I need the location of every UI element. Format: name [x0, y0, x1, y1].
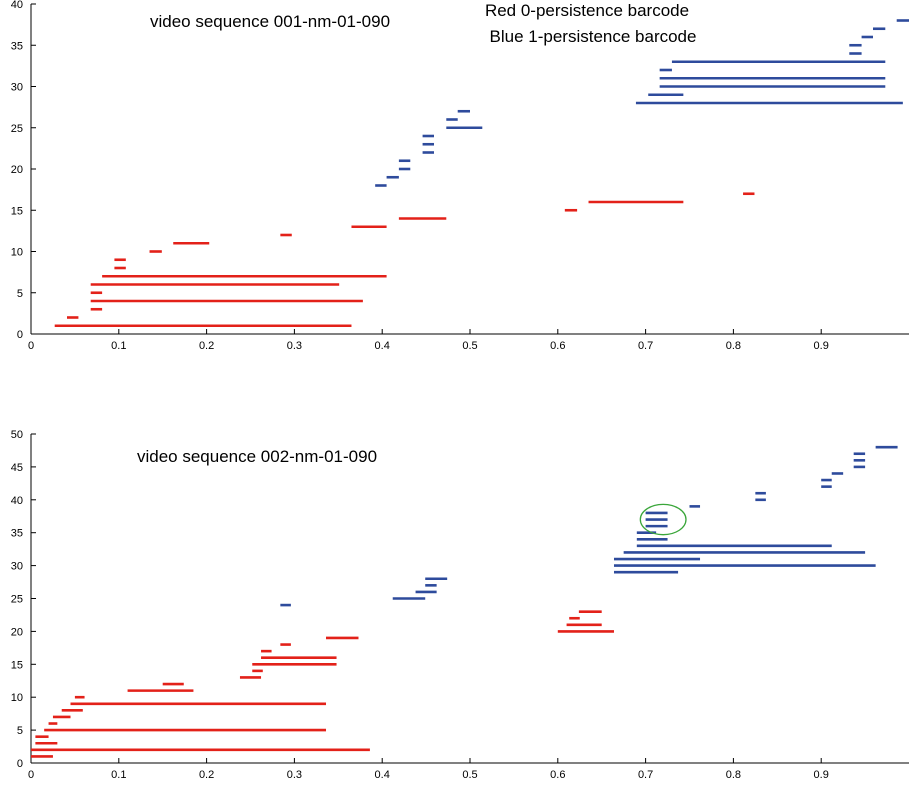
- y-tick-label: 25: [11, 123, 23, 135]
- x-tick-label: 0.3: [287, 340, 302, 352]
- x-tick-label: 0.1: [111, 340, 126, 352]
- y-tick-label: 0: [17, 758, 23, 770]
- x-tick-label: 0.9: [814, 340, 829, 352]
- x-tick-label: 0.5: [462, 340, 477, 352]
- chart-panel-002: 0 5 10 15 20 25 30 35 40 45 50 0 0.1 0.2 0.3 0.4 0.5 0.6 0…: [11, 429, 909, 781]
- x-tick-label: 0.2: [199, 769, 214, 781]
- highlight-ellipse: [639, 503, 687, 536]
- x-tick-label: 0.4: [375, 340, 390, 352]
- x-tick-label: 0.6: [550, 340, 565, 352]
- x-tick-label: 0.8: [726, 340, 741, 352]
- x-tick-label: 0.5: [462, 769, 477, 781]
- y-tick-label: 15: [11, 659, 23, 671]
- x-tick-label: 0.2: [199, 340, 214, 352]
- x-tick-label: 0.6: [550, 769, 565, 781]
- y-tick-label: 35: [11, 40, 23, 52]
- y-tick-label: 0: [17, 329, 23, 341]
- chart-title: video sequence 002-nm-01-090: [137, 447, 377, 466]
- y-tick-label: 50: [11, 429, 23, 441]
- y-tick-label: 5: [17, 725, 23, 737]
- y-tick-label: 10: [11, 247, 23, 259]
- y-tick-label: 15: [11, 205, 23, 217]
- y-tick-label: 30: [11, 561, 23, 573]
- x-tick-label: 0.7: [638, 340, 653, 352]
- y-tick-label: 5: [17, 288, 23, 300]
- x-tick-label: 0.1: [111, 769, 126, 781]
- x-tick-label: 0: [28, 769, 34, 781]
- x-tick-label: 0: [28, 340, 34, 352]
- legend-line-blue: Blue 1-persistence barcode: [490, 27, 697, 46]
- y-tick-label: 40: [11, 0, 23, 11]
- chart-panel-001: 0 5 10 15 20 25 30 35 40 0 0.1 0.2 0.3 0.4 0.5 0.6 0.7 0.…: [11, 0, 909, 352]
- chart-title: video sequence 001-nm-01-090: [150, 12, 390, 31]
- y-tick-label: 20: [11, 626, 23, 638]
- x-tick-label: 0.9: [814, 769, 829, 781]
- y-tick-label: 30: [11, 82, 23, 94]
- y-tick-label: 10: [11, 692, 23, 704]
- x-tick-label: 0.4: [375, 769, 390, 781]
- y-tick-label: 40: [11, 495, 23, 507]
- y-tick-label: 35: [11, 528, 23, 540]
- y-tick-label: 20: [11, 164, 23, 176]
- legend-line-red: Red 0-persistence barcode: [485, 1, 689, 20]
- x-tick-label: 0.3: [287, 769, 302, 781]
- x-tick-label: 0.7: [638, 769, 653, 781]
- y-tick-label: 25: [11, 594, 23, 606]
- y-tick-label: 45: [11, 462, 23, 474]
- x-tick-label: 0.8: [726, 769, 741, 781]
